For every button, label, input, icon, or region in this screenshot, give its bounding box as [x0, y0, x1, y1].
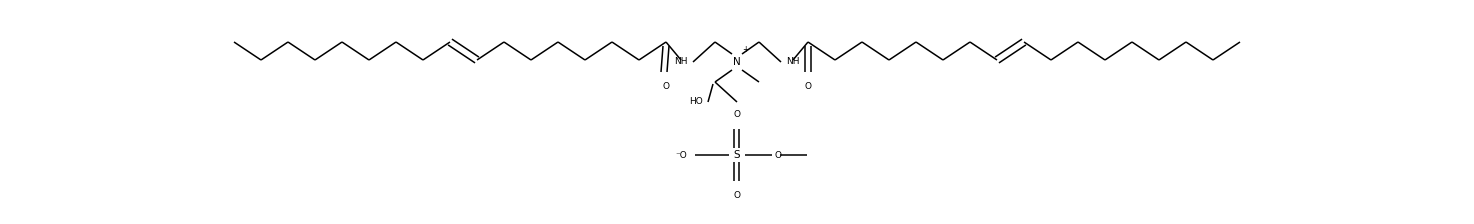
Text: HO: HO [690, 97, 703, 106]
Text: NH: NH [675, 58, 688, 67]
Text: O: O [775, 151, 783, 159]
Text: O: O [734, 110, 740, 119]
Text: N: N [733, 57, 741, 67]
Text: O: O [805, 82, 812, 91]
Text: ⁻O: ⁻O [675, 151, 687, 159]
Text: +: + [741, 45, 749, 54]
Text: O: O [734, 191, 740, 200]
Text: O: O [662, 82, 669, 91]
Text: S: S [734, 150, 740, 160]
Text: NH: NH [786, 58, 799, 67]
